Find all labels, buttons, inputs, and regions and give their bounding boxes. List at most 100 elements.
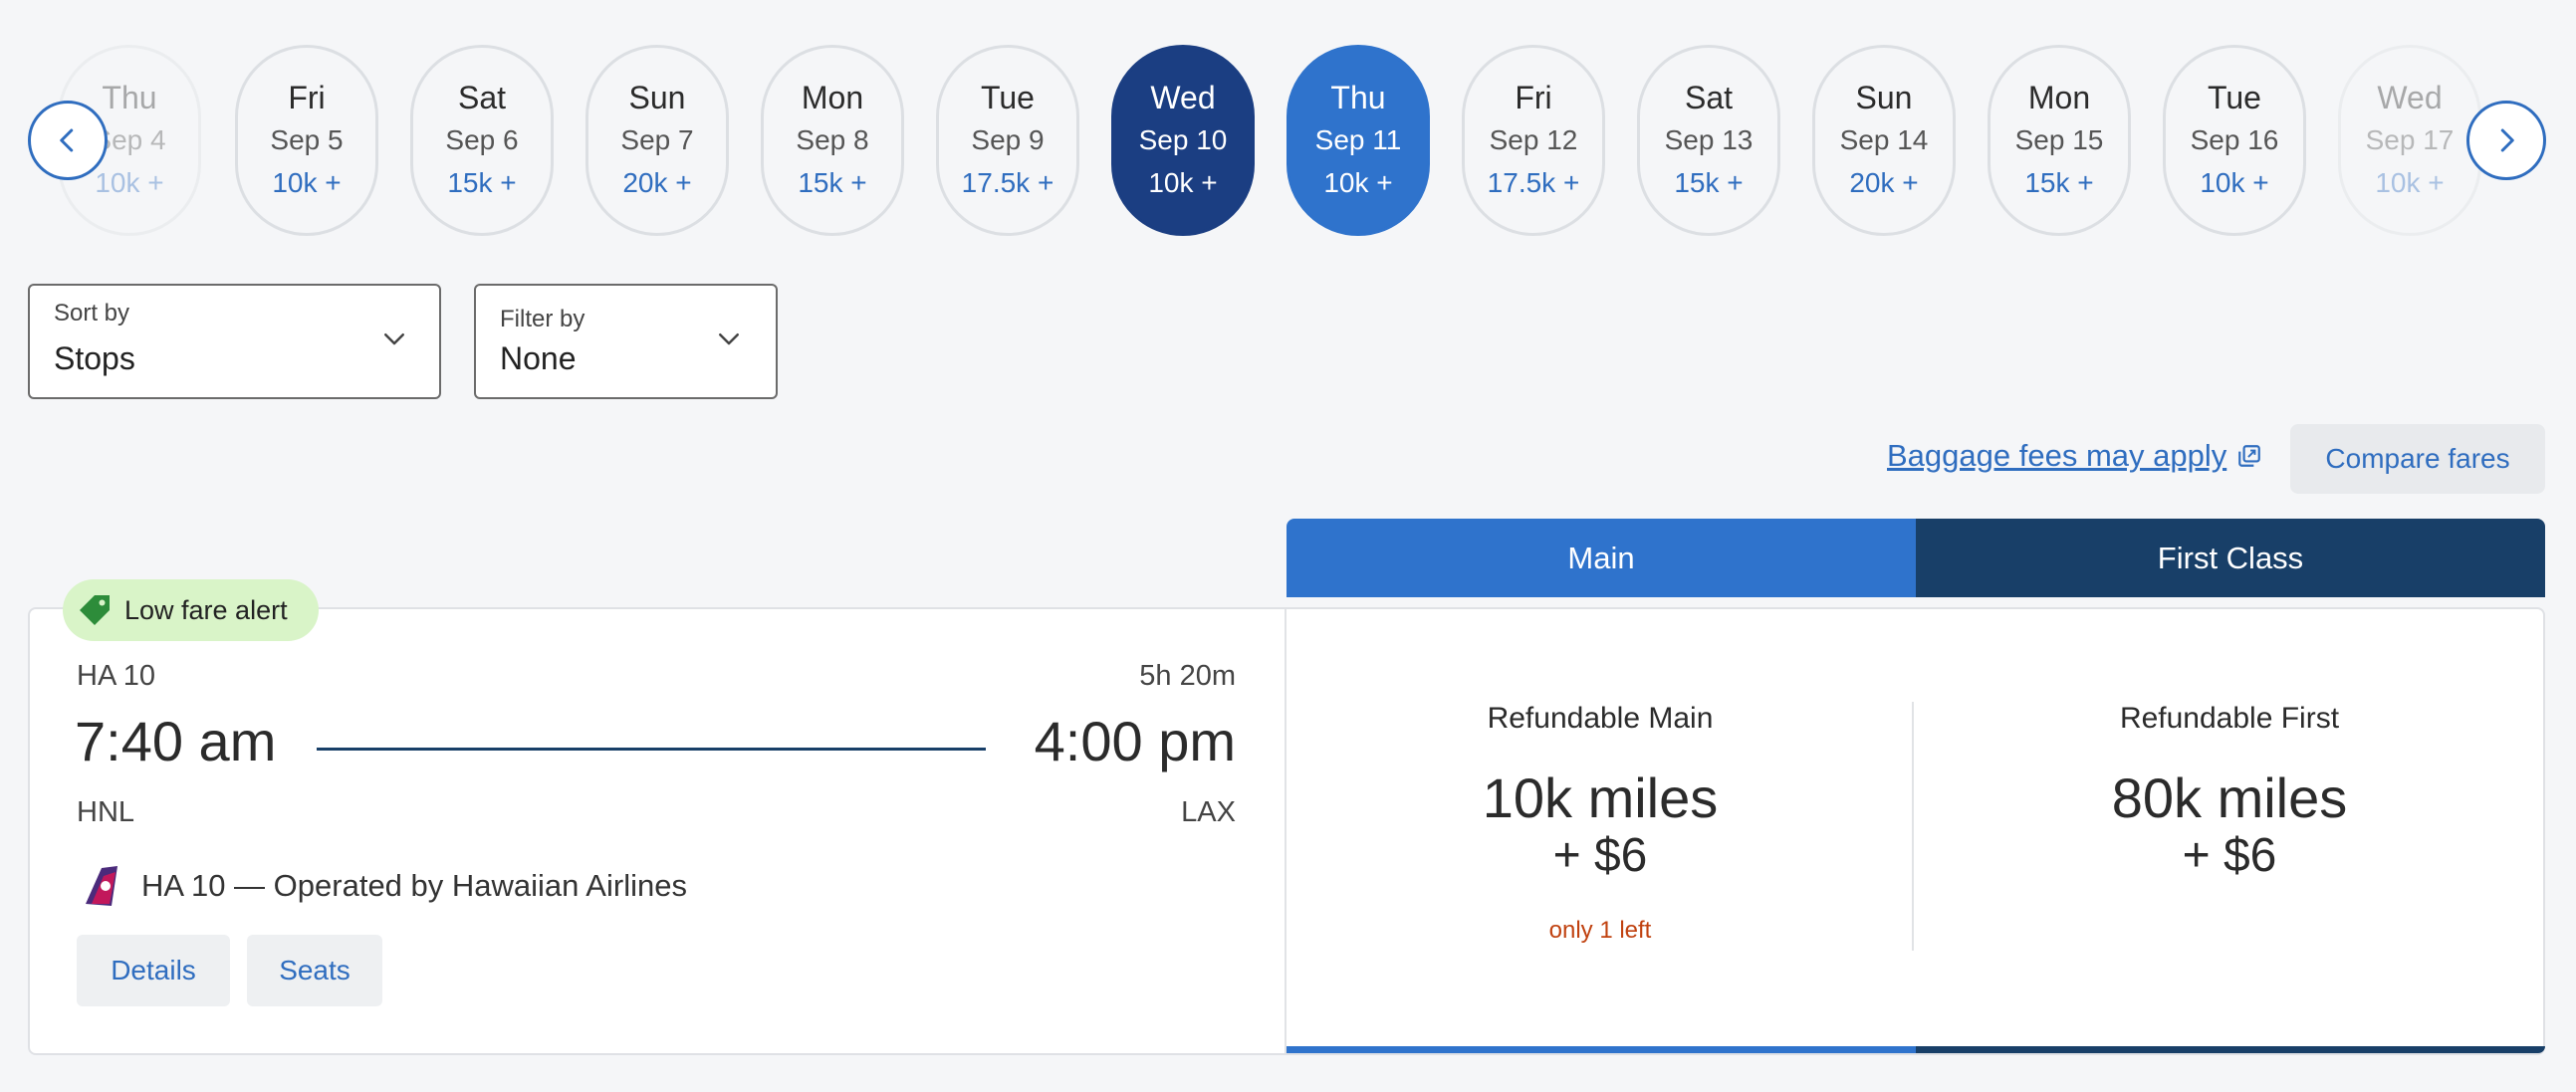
tag-icon — [80, 595, 110, 625]
date-option[interactable]: Mon Sep 15 15k + — [1988, 45, 2131, 236]
date-option[interactable]: Sun Sep 14 20k + — [1812, 45, 1956, 236]
tab-main[interactable]: Main — [1287, 519, 1916, 597]
date-carousel: Thu Sep 4 10k + Fri Sep 5 10k + Sat Sep … — [0, 0, 2576, 249]
date-weekday: Sat — [1684, 80, 1734, 115]
date-price: 15k + — [2024, 167, 2094, 198]
departure-time: 7:40 am — [75, 710, 277, 772]
fare-miles: 10k miles — [1482, 766, 1719, 829]
first-fare-accent-bar — [1916, 1046, 2545, 1053]
fare-fee: + $6 — [2182, 829, 2277, 882]
fare-option-first[interactable]: Refundable First 80k miles + $6 — [1916, 702, 2543, 883]
flight-number: HA 10 — [77, 660, 155, 692]
baggage-fees-text: Baggage fees may apply — [1887, 438, 2227, 473]
date-weekday: Thu — [102, 80, 157, 115]
filter-dropdown[interactable]: Filter by None — [474, 284, 778, 399]
fare-miles: 80k miles — [2111, 766, 2348, 829]
date-label: Sep 11 — [1314, 124, 1402, 155]
date-weekday: Sat — [457, 80, 507, 115]
date-option[interactable]: Fri Sep 5 10k + — [235, 45, 378, 236]
fare-name: Refundable First — [2119, 702, 2340, 735]
chevron-down-icon — [719, 333, 739, 345]
tab-first-class[interactable]: First Class — [1916, 519, 2545, 597]
date-weekday: Mon — [2027, 80, 2091, 115]
date-option[interactable]: Mon Sep 8 15k + — [761, 45, 904, 236]
date-price: 15k + — [1674, 167, 1744, 198]
filter-label: Filter by — [500, 306, 585, 332]
arrival-time: 4:00 pm — [1034, 710, 1236, 772]
date-price: 10k + — [1148, 167, 1218, 198]
date-price: 15k + — [798, 167, 867, 198]
date-label: Sep 5 — [270, 124, 344, 155]
date-option[interactable]: Sun Sep 7 20k + — [585, 45, 729, 236]
chevron-down-icon — [384, 333, 404, 345]
date-weekday: Sun — [1855, 80, 1913, 115]
date-label: Sep 7 — [620, 124, 694, 155]
date-price: 10k + — [2200, 167, 2269, 198]
date-option[interactable]: Wed Sep 17 10k + — [2338, 45, 2481, 236]
date-price: 15k + — [447, 167, 517, 198]
date-weekday: Sun — [628, 80, 686, 115]
date-weekday: Fri — [288, 80, 326, 115]
fare-name: Refundable Main — [1487, 702, 1714, 735]
compare-fares-button[interactable]: Compare fares — [2290, 424, 2545, 494]
date-weekday: Tue — [2208, 80, 2261, 115]
date-weekday: Wed — [1150, 80, 1216, 115]
date-option[interactable]: Sat Sep 6 15k + — [410, 45, 554, 236]
date-option-selected[interactable]: Thu Sep 11 10k + — [1287, 45, 1430, 236]
date-label: Sep 9 — [971, 124, 1045, 155]
date-label: Sep 15 — [2014, 124, 2104, 155]
date-price: 17.5k + — [961, 167, 1054, 198]
date-option-selected-outbound[interactable]: Wed Sep 10 10k + — [1111, 45, 1255, 236]
origin-airport: HNL — [77, 796, 135, 828]
date-weekday: Thu — [1330, 80, 1386, 115]
date-price: 10k + — [272, 167, 342, 198]
date-price: 20k + — [622, 167, 692, 198]
sort-label: Sort by — [54, 300, 130, 327]
previous-dates-button[interactable] — [28, 101, 108, 180]
low-fare-alert-badge: Low fare alert — [63, 579, 319, 641]
filter-value: None — [500, 340, 577, 376]
destination-airport: LAX — [1181, 796, 1236, 828]
hawaiian-airlines-logo-icon — [86, 866, 117, 906]
date-weekday: Wed — [2377, 80, 2443, 115]
date-price: 10k + — [95, 167, 164, 198]
fare-divider — [1912, 702, 1914, 951]
date-weekday: Fri — [1515, 80, 1552, 115]
date-weekday: Mon — [801, 80, 864, 115]
date-label: Sep 6 — [445, 124, 519, 155]
route-line — [317, 748, 986, 751]
date-option[interactable]: Sat Sep 13 15k + — [1637, 45, 1780, 236]
flight-duration: 5h 20m — [1139, 660, 1236, 692]
baggage-fees-link[interactable]: Baggage fees may apply — [1887, 438, 2262, 474]
flight-card — [28, 607, 2545, 1055]
date-label: Sep 8 — [796, 124, 869, 155]
date-price: 10k + — [1323, 167, 1393, 198]
date-label: Sep 14 — [1839, 124, 1929, 155]
date-option[interactable]: Thu Sep 4 10k + — [58, 45, 201, 236]
chevron-right-icon — [2500, 128, 2514, 152]
date-price: 20k + — [1849, 167, 1919, 198]
low-fare-alert-text: Low fare alert — [124, 594, 288, 625]
date-option[interactable]: Fri Sep 12 17.5k + — [1462, 45, 1605, 236]
sort-dropdown[interactable]: Sort by Stops — [28, 284, 441, 399]
date-label: Sep 13 — [1664, 124, 1754, 155]
date-price: 10k + — [2375, 167, 2445, 198]
chevron-left-icon — [60, 128, 74, 152]
sort-value: Stops — [54, 340, 135, 376]
fare-option-main[interactable]: Refundable Main 10k miles + $6 only 1 le… — [1287, 702, 1914, 945]
operated-by-text: HA 10 — Operated by Hawaiian Airlines — [141, 868, 687, 903]
details-button[interactable]: Details — [77, 935, 230, 1006]
seats-left-notice: only 1 left — [1548, 917, 1652, 944]
date-label: Sep 10 — [1138, 124, 1228, 155]
date-price: 17.5k + — [1487, 167, 1580, 198]
next-dates-button[interactable] — [2466, 101, 2546, 180]
date-weekday: Tue — [981, 80, 1035, 115]
date-label: Sep 17 — [2365, 124, 2455, 155]
date-option[interactable]: Tue Sep 9 17.5k + — [936, 45, 1079, 236]
seats-button[interactable]: Seats — [247, 935, 382, 1006]
main-fare-accent-bar — [1287, 1046, 1916, 1053]
date-label: Sep 12 — [1489, 124, 1578, 155]
date-option[interactable]: Tue Sep 16 10k + — [2163, 45, 2306, 236]
date-label: Sep 16 — [2190, 124, 2279, 155]
external-link-icon — [2238, 445, 2261, 467]
